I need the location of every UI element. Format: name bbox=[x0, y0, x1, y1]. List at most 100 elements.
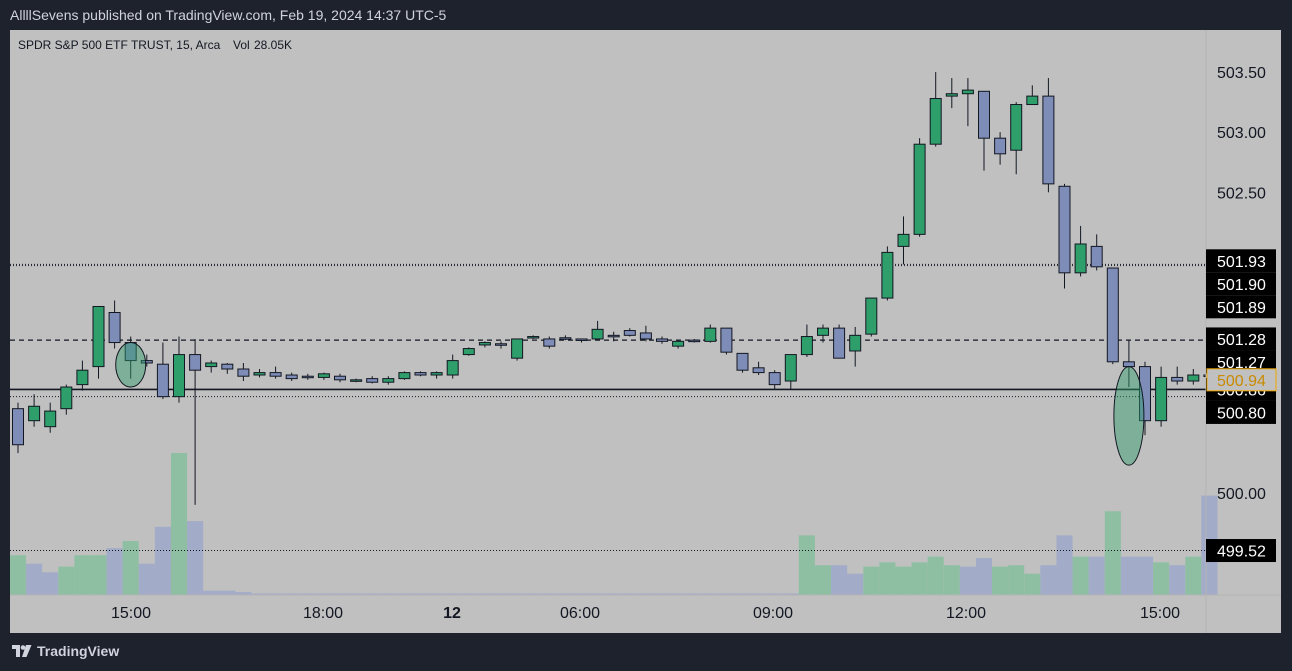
price-badge-label: 501.89 bbox=[1217, 300, 1266, 317]
chart-legend: SPDR S&P 500 ETF TRUST, 15, Arca Vol 28.… bbox=[18, 38, 292, 52]
price-badge: 499.52 bbox=[1206, 539, 1276, 563]
candle-body bbox=[398, 372, 411, 380]
volume-bar bbox=[541, 593, 558, 595]
candle-body bbox=[961, 89, 974, 95]
tradingview-logo[interactable]: TradingView bbox=[12, 643, 119, 659]
candle-body bbox=[1187, 374, 1200, 382]
candle-body bbox=[334, 375, 346, 381]
ellipse-annotation bbox=[1113, 366, 1145, 466]
candle-body bbox=[221, 363, 234, 370]
volume-bar bbox=[492, 593, 510, 595]
volume-bar bbox=[267, 593, 284, 595]
price-axis[interactable]: 503.50 503.00 502.50 500.00 501.93 501.90 501.… bbox=[1206, 65, 1277, 563]
candle-body bbox=[672, 340, 685, 347]
volume-bar bbox=[895, 566, 912, 595]
price-badge: 501.89 bbox=[1206, 295, 1276, 319]
price-badge: 501.28 bbox=[1206, 327, 1276, 351]
volume-label: Vol bbox=[233, 38, 250, 52]
volume-bar bbox=[283, 593, 300, 595]
volume-bar bbox=[734, 593, 751, 595]
candle-body bbox=[269, 372, 282, 377]
time-axis[interactable]: 15:00 18:00 12 06:00 09:00 12:00 15:00 bbox=[111, 605, 1180, 622]
candle-body bbox=[414, 372, 427, 376]
candle-body bbox=[978, 90, 990, 139]
volume-bar bbox=[219, 590, 236, 595]
candlestick-chart[interactable]: 503.50 503.00 502.50 500.00 501.93 501.90 501.… bbox=[9, 30, 1281, 633]
candle-body bbox=[350, 379, 363, 382]
y-tick-label: 503.50 bbox=[1217, 65, 1266, 82]
volume-bar bbox=[750, 593, 767, 595]
volume-bar bbox=[9, 555, 27, 595]
x-tick-label: 12 bbox=[443, 605, 461, 622]
volume-bar bbox=[589, 593, 606, 595]
candle-body bbox=[833, 327, 846, 359]
volume-bar bbox=[670, 593, 687, 595]
candle-body bbox=[623, 330, 636, 336]
volume-bar bbox=[557, 593, 574, 595]
candle-body bbox=[656, 338, 668, 342]
volume-bar bbox=[766, 593, 783, 595]
chart-title: SPDR S&P 500 ETF TRUST, 15, Arca bbox=[18, 38, 221, 52]
candle-body bbox=[1026, 95, 1039, 106]
volume-bar bbox=[621, 593, 638, 595]
volume-bar bbox=[106, 548, 123, 595]
volume-bar bbox=[187, 521, 204, 595]
y-tick-label: 503.00 bbox=[1217, 125, 1266, 142]
chart-area[interactable]: 503.50 503.00 502.50 500.00 501.93 501.90 501.… bbox=[9, 30, 1281, 633]
candle-body bbox=[140, 360, 153, 364]
candle-body bbox=[92, 305, 105, 368]
volume-bar bbox=[412, 593, 429, 595]
ellipse-annotation bbox=[115, 342, 147, 388]
volume-bar bbox=[58, 566, 75, 595]
volume-bar bbox=[364, 593, 381, 595]
candle-body bbox=[720, 327, 733, 353]
candle-body bbox=[817, 327, 829, 336]
candle-body bbox=[76, 369, 89, 386]
volume-bar bbox=[879, 562, 896, 595]
volume-bar bbox=[509, 593, 526, 595]
candle-body bbox=[446, 360, 459, 376]
volume-bar bbox=[686, 593, 703, 595]
volume-bar bbox=[814, 565, 832, 595]
volume-bar bbox=[975, 558, 993, 595]
volume-bar bbox=[1136, 556, 1154, 595]
candle-body bbox=[189, 354, 202, 371]
volume-bars bbox=[9, 453, 1218, 595]
annotations bbox=[115, 342, 1145, 466]
volume-bar bbox=[927, 556, 944, 595]
price-badge-label: 500.80 bbox=[1217, 405, 1266, 422]
volume-bar bbox=[315, 593, 332, 595]
candle-body bbox=[1042, 95, 1055, 185]
volume-bar bbox=[74, 555, 91, 595]
candle-body bbox=[849, 334, 862, 352]
candle-body bbox=[575, 338, 588, 341]
volume-bar bbox=[90, 555, 107, 595]
candle-body bbox=[913, 143, 926, 235]
candle-body bbox=[430, 372, 443, 376]
candle-body bbox=[253, 372, 266, 376]
volume-bar bbox=[573, 593, 590, 595]
candle-body bbox=[559, 337, 572, 340]
price-badge: 500.80 bbox=[1206, 400, 1276, 424]
volume-bar bbox=[702, 593, 719, 595]
volume-bar bbox=[380, 593, 397, 595]
candle-body bbox=[237, 368, 250, 377]
volume-bar bbox=[637, 593, 654, 595]
volume-bar bbox=[235, 592, 252, 595]
volume-value: 28.05K bbox=[254, 38, 292, 52]
price-badge-label: 499.52 bbox=[1217, 544, 1266, 561]
x-tick-label: 15:00 bbox=[1140, 605, 1180, 622]
candle-body bbox=[768, 372, 781, 386]
publish-text: AllllSevens published on TradingView.com… bbox=[10, 7, 447, 23]
volume-bar bbox=[331, 593, 349, 595]
candle-body bbox=[591, 328, 604, 340]
candle-body bbox=[1155, 376, 1168, 422]
volume-bar bbox=[1008, 565, 1025, 595]
price-badge: 501.93 bbox=[1206, 249, 1276, 273]
x-tick-label: 06:00 bbox=[560, 605, 600, 622]
volume-bar bbox=[1072, 556, 1089, 595]
volume-bar bbox=[653, 593, 671, 595]
candle-body bbox=[108, 312, 121, 344]
candle-body bbox=[462, 348, 475, 356]
candle-body bbox=[543, 338, 556, 347]
